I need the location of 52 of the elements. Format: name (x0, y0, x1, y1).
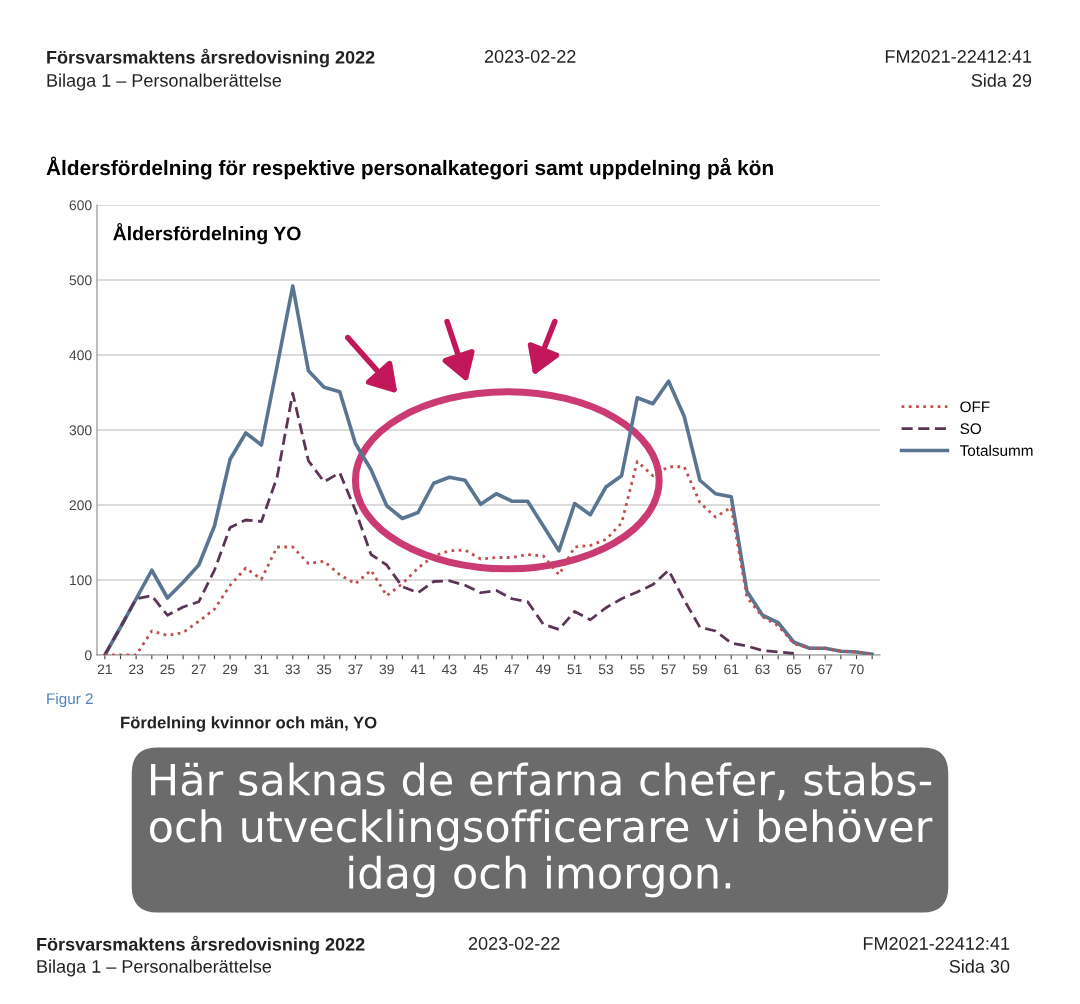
text: Bilaga 1 – Personalberättelse (37, 959, 272, 977)
y-tick-label: 200 (69, 500, 92, 511)
x-tick-label: 63 (755, 664, 770, 675)
x-tick-label: 65 (786, 664, 802, 675)
x-tick-label: 23 (129, 664, 144, 675)
x-tick-label: 21 (97, 664, 112, 675)
text: Åldersfördelning YO (113, 223, 301, 245)
x-tick-label: 70 (849, 664, 864, 675)
x-tick-label: 55 (630, 664, 645, 675)
x-tick-label: 33 (285, 664, 300, 675)
x-tick-label: 43 (441, 664, 457, 675)
y-tick-label: 600 (69, 200, 92, 211)
x-tick-label: 51 (567, 664, 582, 675)
chart-title: Åldersfördelning för respektive personalkategori samt uppdelning på kön (46, 156, 773, 180)
x-tick-label: 25 (160, 664, 175, 675)
text: 2023-02-22 (484, 50, 576, 63)
text: 2023-02-22 (468, 937, 560, 950)
y-tick-label: 400 (69, 350, 92, 361)
x-tick-label: 31 (254, 664, 269, 675)
text: Sida 30 (949, 959, 1010, 973)
text: Försvarsmaktens årsredovisning 2022 (47, 48, 375, 68)
line-series (103, 284, 874, 655)
y-tick-label: 0 (84, 650, 92, 661)
x-tick-label: 61 (724, 664, 739, 675)
x-tick-label: 57 (661, 664, 676, 675)
text: Fördelning kvinnor och män, YO (121, 716, 377, 732)
x-tick-label: 41 (410, 664, 426, 675)
x-tick-label: 45 (473, 664, 488, 675)
y-tick-label: 300 (69, 425, 92, 436)
x-tick-label: 53 (598, 664, 614, 675)
y-tick-label: 100 (70, 575, 92, 586)
x-tick-label: 67 (818, 664, 833, 675)
x-tick-label: 49 (535, 664, 551, 675)
text: Sida 29 (971, 73, 1032, 87)
line-series (103, 391, 796, 655)
y-tick-label: 500 (69, 275, 92, 286)
x-tick-label: 47 (504, 664, 520, 675)
legend-label: SO (960, 423, 981, 435)
text: Bilaga 1 – Personalberättelse (47, 73, 282, 91)
x-tick-label: 27 (191, 664, 206, 675)
text: FM2021-22412:41 (885, 50, 1032, 63)
x-tick-label: 37 (348, 664, 363, 675)
text: Figur 2 (47, 692, 93, 708)
legend-label: Totalsumm (959, 444, 1033, 456)
text: FM2021-22412:41 (863, 937, 1010, 950)
text: Här saknas de erfarna chefer, stabs- och utvecklingsofficerare vi behöver idag och imorgon. (150, 762, 933, 898)
x-tick-label: 29 (223, 664, 238, 675)
x-tick-label: 39 (379, 664, 394, 675)
x-tick-label: 59 (692, 664, 707, 675)
text: Försvarsmaktens årsredovisning 2022 (37, 935, 365, 955)
x-tick-label: 35 (316, 664, 332, 675)
legend-label: OFF (960, 401, 990, 413)
